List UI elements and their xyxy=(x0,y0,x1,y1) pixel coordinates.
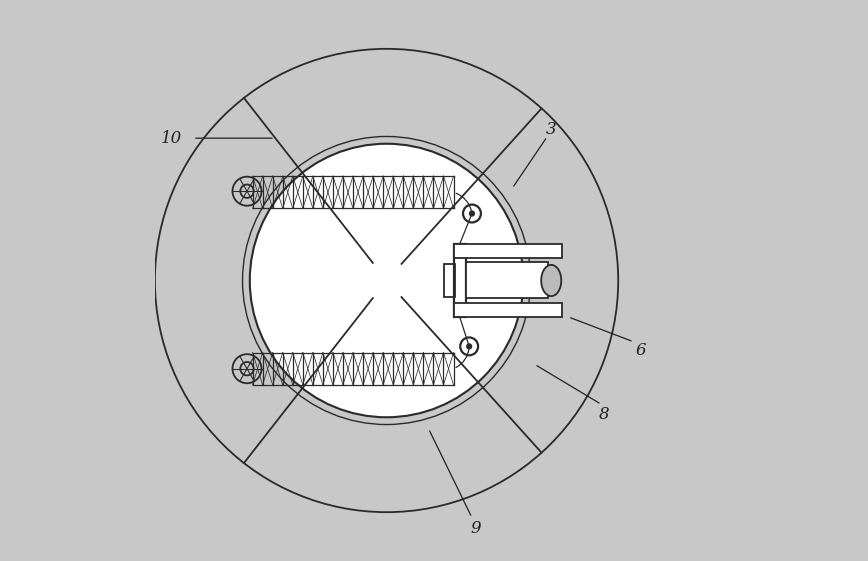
Bar xyxy=(454,303,562,317)
Bar xyxy=(444,264,455,297)
Circle shape xyxy=(469,210,475,217)
Text: 6: 6 xyxy=(635,342,646,359)
Bar xyxy=(454,244,562,258)
Bar xyxy=(466,262,549,298)
Ellipse shape xyxy=(541,265,562,296)
Text: 9: 9 xyxy=(470,521,481,537)
Text: 8: 8 xyxy=(599,406,609,423)
Text: 3: 3 xyxy=(546,121,556,138)
Circle shape xyxy=(155,49,618,512)
Circle shape xyxy=(466,343,472,350)
Circle shape xyxy=(250,144,523,417)
Bar xyxy=(454,244,466,317)
Text: 10: 10 xyxy=(161,130,182,146)
